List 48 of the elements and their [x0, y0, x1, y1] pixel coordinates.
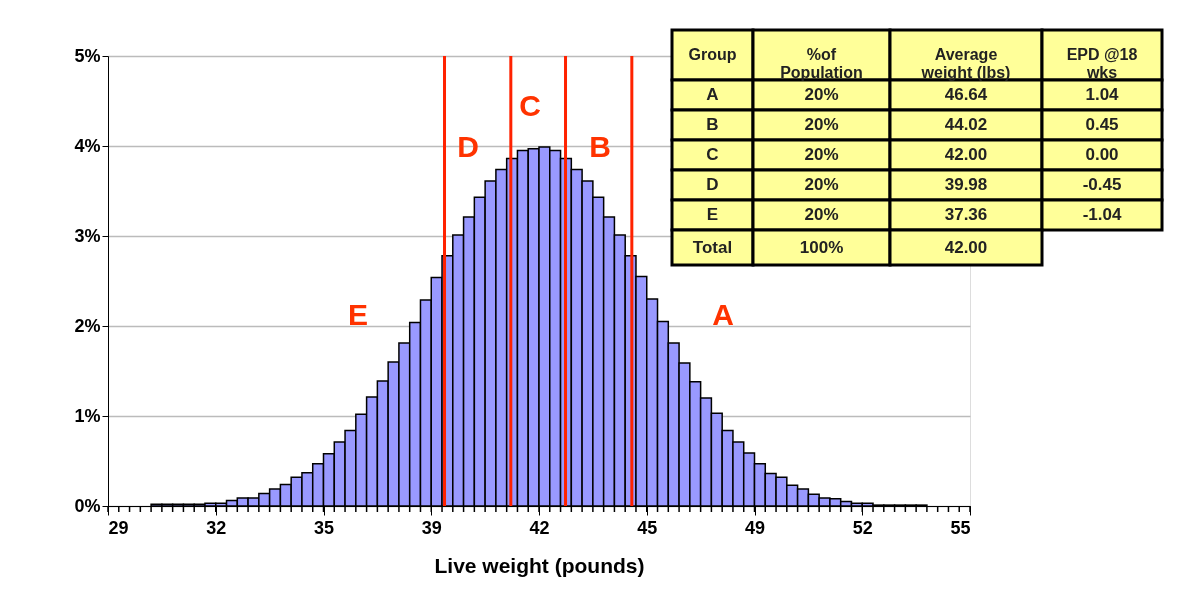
- text: B: [706, 115, 719, 134]
- text: 20%: [804, 115, 839, 134]
- annotation: B: [589, 130, 611, 163]
- x-tick-label: 29: [108, 517, 129, 538]
- text: C: [706, 145, 719, 164]
- x-tick-label: 49: [744, 517, 766, 538]
- y-tick-label: 5%: [74, 45, 101, 66]
- category-label: Group: [688, 46, 737, 63]
- y-tick-label: 0%: [74, 495, 101, 516]
- text: D: [706, 175, 719, 194]
- text: 0.00: [1085, 145, 1119, 164]
- text: -0.45: [1082, 175, 1122, 194]
- x-tick-label: 32: [206, 517, 227, 538]
- category-label: %of Population: [780, 46, 863, 81]
- text: 1.04: [1085, 85, 1119, 104]
- text: E: [706, 205, 719, 224]
- text: 20%: [804, 145, 839, 164]
- text: A: [706, 85, 719, 104]
- category-label: Average weight (lbs): [920, 46, 1011, 81]
- y-tick-label: 1%: [74, 405, 101, 426]
- text: 20%: [804, 85, 839, 104]
- text: 20%: [804, 205, 839, 224]
- y-tick-label: 2%: [74, 315, 101, 336]
- x-axis-title: Live weight (pounds): [434, 553, 645, 577]
- y-tick-label: 3%: [74, 225, 101, 246]
- text: 42.00: [944, 237, 988, 257]
- text: -1.04: [1082, 205, 1122, 224]
- x-tick-label: 39: [421, 517, 442, 538]
- x-tick-label: 35: [313, 517, 335, 538]
- category-label: EPD @18 wks: [1066, 46, 1138, 81]
- text: 37.36: [944, 205, 988, 224]
- x-tick-label: 42: [529, 517, 550, 538]
- text: Total: [692, 237, 733, 257]
- y-tick-label: 4%: [74, 135, 101, 156]
- annotation: D: [457, 130, 479, 163]
- text: 0.45: [1085, 115, 1119, 134]
- x-tick-label: 52: [852, 517, 873, 538]
- text: 20%: [804, 175, 839, 194]
- text: 46.64: [944, 85, 988, 104]
- annotation: A: [712, 298, 734, 331]
- x-tick-label: 45: [637, 517, 658, 538]
- text: 39.98: [944, 175, 988, 194]
- text: 44.02: [944, 115, 988, 134]
- text: 100%: [799, 237, 844, 257]
- text: 42.00: [944, 145, 988, 164]
- annotation: E: [347, 298, 369, 331]
- x-tick-label: 55: [950, 517, 971, 538]
- annotation: C: [519, 89, 541, 122]
